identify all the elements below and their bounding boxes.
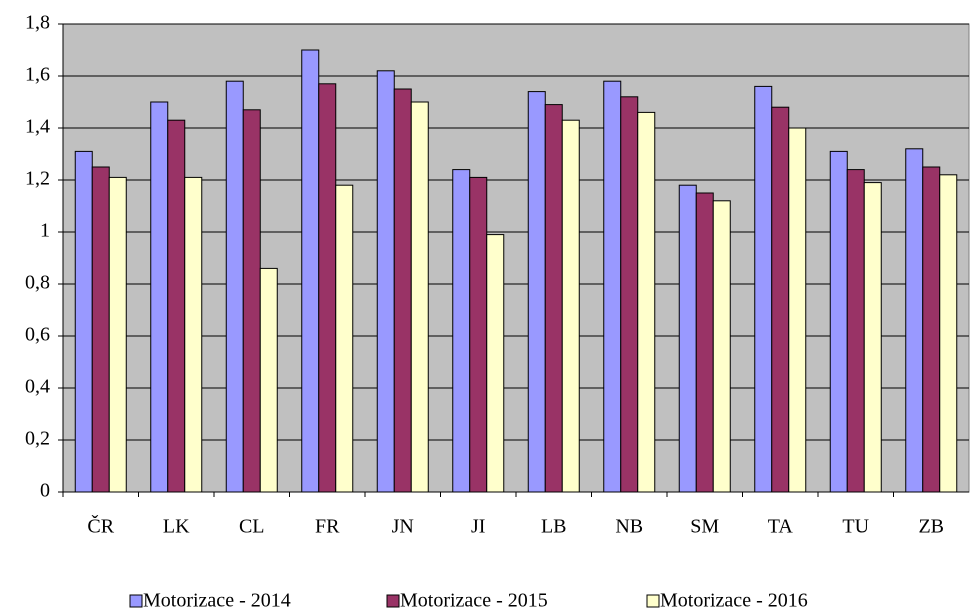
legend-label: Motorizace - 2014 [143, 590, 291, 612]
bar [486, 234, 505, 493]
y-tick-label: 0 [40, 480, 50, 502]
x-tick-label: LB [541, 516, 567, 538]
bar [678, 184, 697, 493]
bar [637, 111, 656, 493]
x-tick-label: NB [615, 516, 643, 538]
legend-swatch [386, 594, 400, 608]
bar [561, 119, 580, 493]
x-tick-label: SM [690, 516, 719, 538]
bar [259, 267, 278, 493]
bar [108, 176, 127, 493]
bar [939, 174, 958, 493]
x-tick-label: TU [842, 516, 869, 538]
bar [695, 192, 714, 493]
x-tick-label: CL [239, 516, 265, 538]
bar [469, 176, 488, 493]
y-tick-label: 0,2 [25, 428, 50, 450]
y-tick-label: 0,6 [25, 324, 50, 346]
bar [150, 101, 169, 493]
bar [620, 96, 639, 493]
x-tick-label: ČR [87, 514, 114, 538]
bar [603, 80, 622, 493]
legend-swatch [129, 594, 143, 608]
bar [242, 109, 261, 493]
legend-label: Motorizace - 2016 [660, 590, 808, 612]
x-tick-label: LK [163, 516, 190, 538]
plot-area [62, 23, 970, 493]
bar [829, 150, 848, 493]
bar [452, 169, 471, 493]
bar [754, 85, 773, 493]
bar [410, 101, 429, 493]
bar [376, 70, 395, 493]
x-tick-label: TA [768, 516, 794, 538]
bar [184, 176, 203, 493]
bar [167, 119, 186, 493]
bar [863, 182, 882, 493]
bar [393, 88, 412, 493]
bar [712, 200, 731, 493]
bar [788, 127, 807, 493]
bar [225, 80, 244, 493]
bar [527, 91, 546, 493]
legend-label: Motorizace - 2015 [400, 590, 548, 612]
bar [301, 49, 320, 493]
bar [335, 184, 354, 493]
bar [846, 169, 865, 493]
bar [922, 166, 941, 493]
bar [91, 166, 110, 493]
y-tick-label: 1,6 [25, 64, 50, 86]
x-tick-label: JI [471, 516, 485, 538]
y-tick-label: 0,8 [25, 272, 50, 294]
x-tick-label: FR [315, 516, 340, 538]
y-tick-label: 1,8 [25, 12, 50, 34]
bar [771, 106, 790, 493]
y-tick-label: 1 [40, 220, 50, 242]
y-tick-label: 1,4 [25, 116, 50, 138]
y-tick-label: 1,2 [25, 168, 50, 190]
legend-swatch [646, 594, 660, 608]
bar [318, 83, 337, 493]
bar [905, 148, 924, 493]
x-tick-label: ZB [918, 516, 944, 538]
x-tick-label: JN [392, 516, 414, 538]
bar [74, 150, 93, 493]
y-tick-label: 0,4 [25, 376, 50, 398]
bar [544, 104, 563, 493]
